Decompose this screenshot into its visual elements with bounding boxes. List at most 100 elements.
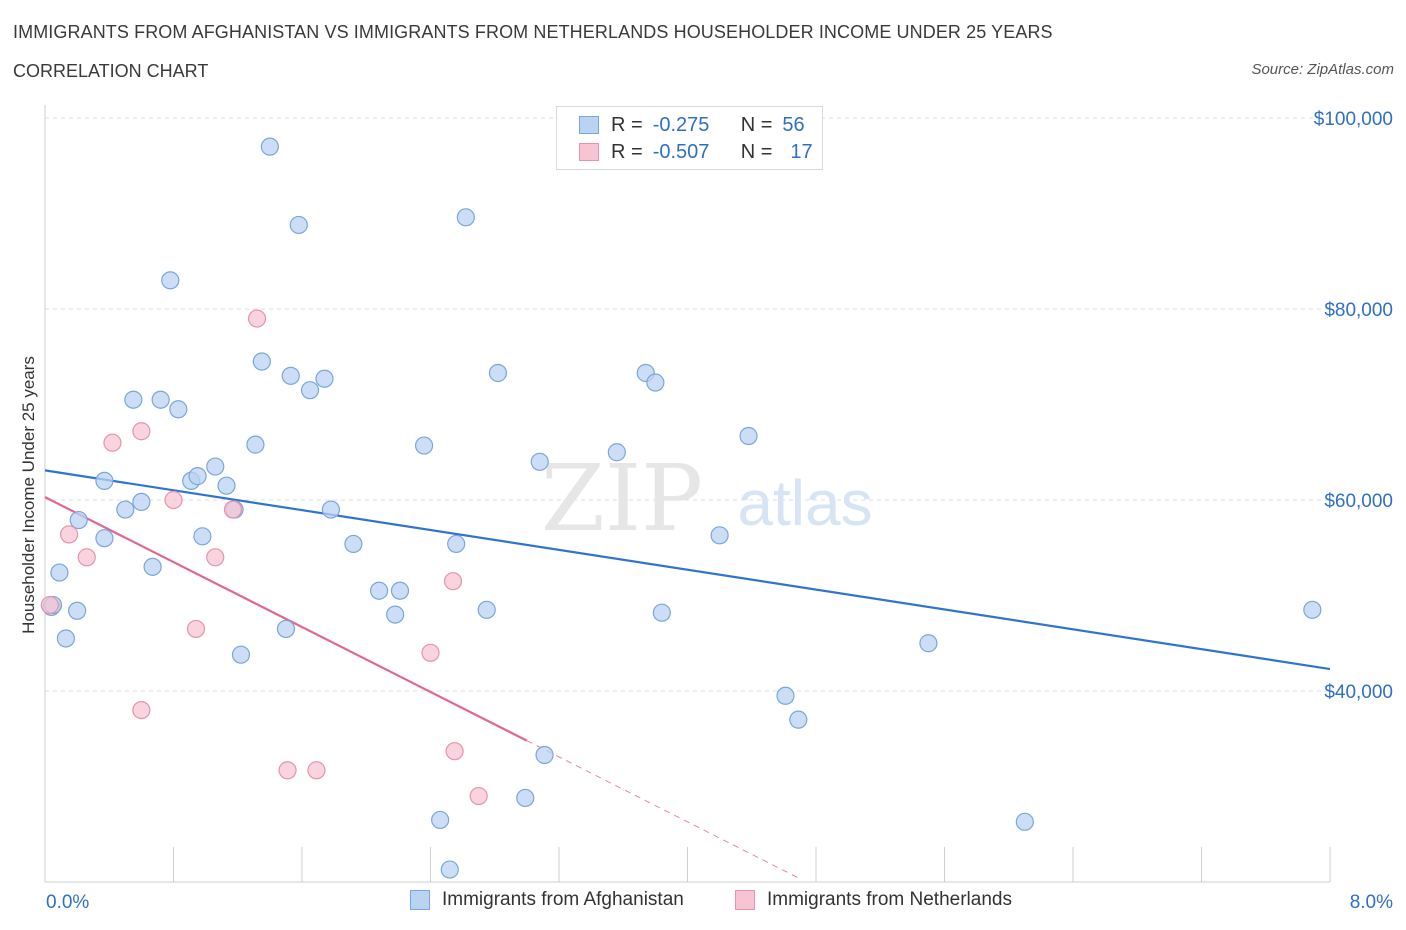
point-afghanistan <box>370 581 389 600</box>
legend-r-label: R = <box>611 140 643 163</box>
axes <box>44 105 1331 883</box>
point-afghanistan <box>1303 600 1322 619</box>
y-axis-label: Householder Income Under 25 years <box>19 356 38 634</box>
watermark-atlas: atlas <box>737 467 872 539</box>
bottom-legend-label-netherlands: Immigrants from Netherlands <box>767 889 1012 910</box>
x-tick-labels: 0.0% 8.0% <box>46 892 1393 913</box>
trend-line-netherlands-extension <box>526 740 801 880</box>
point-netherlands <box>307 761 326 780</box>
bottom-legend-netherlands: Immigrants from Netherlands <box>735 889 1012 911</box>
point-afghanistan <box>161 271 180 290</box>
point-afghanistan <box>50 563 69 582</box>
point-afghanistan <box>281 366 300 385</box>
point-afghanistan <box>95 471 114 490</box>
point-afghanistan <box>456 208 475 227</box>
point-afghanistan <box>390 581 410 600</box>
point-netherlands <box>132 422 151 441</box>
point-afghanistan <box>607 443 626 462</box>
y-tick-label: $40,000 <box>1324 682 1393 703</box>
point-netherlands <box>59 525 79 544</box>
point-afghanistan <box>252 352 271 371</box>
point-afghanistan <box>56 629 75 648</box>
point-afghanistan <box>276 619 296 639</box>
gridlines <box>45 117 1330 692</box>
point-afghanistan <box>344 534 363 554</box>
point-afghanistan <box>315 369 334 388</box>
point-netherlands <box>77 548 96 567</box>
legend-r-label: R = <box>611 113 643 136</box>
point-afghanistan <box>300 381 320 400</box>
point-afghanistan <box>260 137 279 156</box>
legend-row-afghanistan: R = -0.275 N = 56 <box>579 114 805 136</box>
point-afghanistan <box>477 600 496 619</box>
point-afghanistan <box>431 810 450 830</box>
y-tick-labels: $100,000 $80,000 $60,000 $40,000 <box>1314 109 1393 703</box>
point-afghanistan <box>193 527 212 546</box>
point-afghanistan <box>151 390 170 409</box>
point-netherlands <box>278 761 297 780</box>
legend-n-value: 17 <box>790 140 813 163</box>
point-netherlands <box>186 619 206 639</box>
point-afghanistan <box>289 215 308 235</box>
point-afghanistan <box>414 436 434 455</box>
point-netherlands <box>469 786 488 806</box>
point-afghanistan <box>143 557 162 576</box>
chart-title: IMMIGRANTS FROM AFGHANISTAN VS IMMIGRANT… <box>13 22 1053 42</box>
point-afghanistan <box>217 476 236 495</box>
point-netherlands <box>223 500 243 519</box>
x-tick-label: 0.0% <box>46 892 89 913</box>
y-tick-label: $60,000 <box>1324 491 1393 512</box>
point-afghanistan <box>188 467 207 486</box>
point-netherlands <box>206 548 225 567</box>
point-netherlands <box>40 595 59 615</box>
y-tick-label: $80,000 <box>1324 300 1393 321</box>
trend-line-netherlands <box>44 496 528 742</box>
point-netherlands <box>103 433 122 452</box>
point-afghanistan <box>789 710 808 729</box>
point-afghanistan <box>132 492 151 512</box>
point-netherlands <box>445 742 464 761</box>
point-afghanistan <box>116 500 135 519</box>
point-afghanistan <box>516 788 535 808</box>
legend-n-value: 56 <box>782 113 805 136</box>
watermark-zip: ZIP <box>541 445 703 552</box>
point-netherlands <box>132 700 151 720</box>
point-afghanistan <box>124 390 143 409</box>
point-afghanistan <box>530 452 549 471</box>
point-afghanistan <box>776 686 795 705</box>
legend-n-label: N = <box>740 140 773 163</box>
point-afghanistan <box>68 601 87 620</box>
point-netherlands <box>443 572 463 591</box>
point-afghanistan <box>69 510 88 530</box>
watermark: ZIP atlas <box>541 445 873 552</box>
legend-swatch-afghanistan <box>579 116 599 134</box>
point-afghanistan <box>739 426 758 446</box>
point-afghanistan <box>488 363 508 383</box>
point-afghanistan <box>447 534 466 554</box>
point-afghanistan <box>1015 812 1034 831</box>
point-afghanistan <box>231 645 251 664</box>
point-afghanistan <box>386 605 405 624</box>
trend-lines <box>44 469 1331 880</box>
legend-n-label: N = <box>740 113 773 136</box>
correlation-legend: R = -0.275 N = 56 R = -0.507 N = 17 <box>556 106 823 170</box>
point-netherlands <box>164 490 183 510</box>
point-afghanistan <box>95 529 114 548</box>
point-afghanistan <box>710 526 729 545</box>
point-afghanistan <box>246 435 265 454</box>
point-afghanistan <box>919 634 938 653</box>
point-afghanistan <box>535 745 554 765</box>
data-points <box>40 137 1322 879</box>
point-afghanistan <box>440 860 459 879</box>
point-afghanistan <box>169 400 188 419</box>
source-label: Source: ZipAtlas.com <box>1251 61 1394 78</box>
legend-r-value: -0.275 <box>652 113 710 136</box>
point-afghanistan <box>206 457 225 476</box>
point-afghanistan <box>652 603 671 622</box>
point-afghanistan <box>646 373 665 392</box>
point-afghanistan <box>321 500 341 519</box>
y-tick-label: $100,000 <box>1314 109 1393 130</box>
bottom-legend-label-afghanistan: Immigrants from Afghanistan <box>442 889 684 910</box>
bottom-legend-afghanistan: Immigrants from Afghanistan <box>410 889 684 911</box>
